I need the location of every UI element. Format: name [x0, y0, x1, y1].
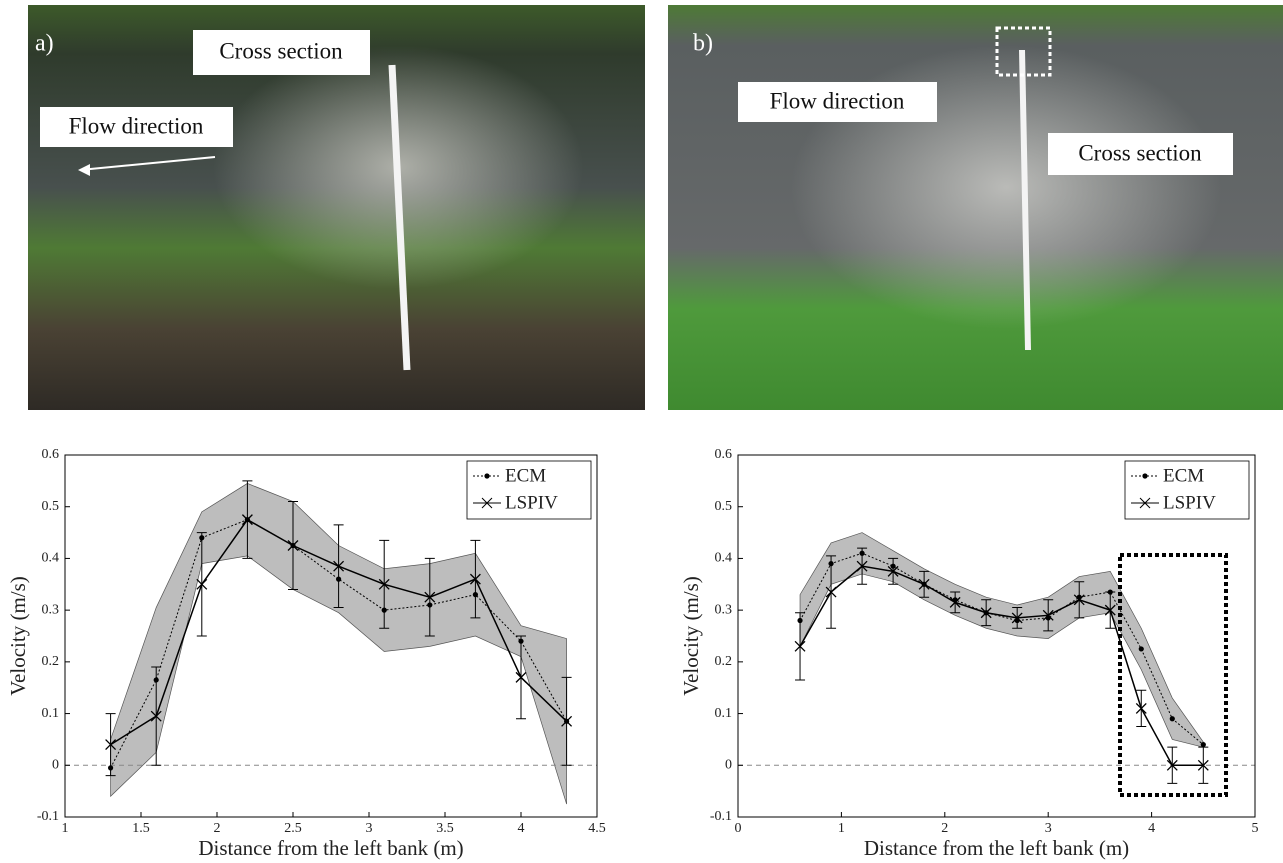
point [196, 578, 208, 590]
point [333, 560, 345, 572]
y-axis-label: Velocity (m/s) [679, 576, 703, 696]
legend-label: ECM [1163, 465, 1204, 486]
point [1200, 742, 1206, 748]
x-tick-label: 2.5 [284, 821, 302, 836]
annotation: Flow direction [770, 88, 905, 113]
x-tick-label: 4.5 [588, 821, 606, 836]
legend-box [1124, 460, 1250, 520]
legend-label: LSPIV [1163, 492, 1216, 513]
point [561, 715, 573, 727]
annotation: Cross section [219, 38, 343, 63]
point [825, 586, 837, 598]
x-tick-label: 1 [62, 821, 69, 836]
y-tick-label: 0.2 [42, 654, 60, 669]
y-tick-label: -0.1 [37, 809, 59, 824]
annotation: Cross section [1078, 140, 1202, 165]
panel-label: a) [35, 31, 54, 57]
x-tick-label: 1 [838, 821, 845, 836]
point [1073, 594, 1085, 606]
point [469, 573, 481, 585]
legend-marker [1139, 497, 1151, 509]
photo-b: b) Flow direction Cross section [668, 5, 1283, 410]
series-line [799, 565, 1204, 767]
x-axis-label: Distance from the left bank (m) [864, 836, 1129, 860]
point [1042, 609, 1054, 621]
point [980, 607, 992, 619]
x-tick-label: 5 [1252, 821, 1259, 836]
error-band [110, 483, 567, 805]
point [241, 514, 253, 526]
point [287, 540, 299, 551]
y-tick-label: 0.5 [715, 499, 733, 514]
point [150, 710, 162, 722]
point [424, 591, 436, 603]
point [1169, 716, 1175, 722]
y-tick-label: 0.6 [42, 447, 60, 462]
y-axis-label: Velocity (m/s) [6, 576, 30, 696]
highlight-box [1118, 553, 1228, 797]
y-tick-label: 0.4 [42, 551, 60, 566]
legend-label: ECM [505, 465, 546, 486]
point [105, 739, 117, 751]
x-tick-label: 4 [1148, 821, 1155, 836]
point [794, 640, 806, 652]
point [1104, 604, 1116, 616]
point [1011, 612, 1023, 624]
panel-label: b) [693, 31, 713, 57]
point [1166, 759, 1178, 771]
plot-frame [737, 454, 1256, 818]
y-tick-label: 0.2 [715, 654, 733, 669]
point [515, 671, 527, 683]
y-tick-label: 0.3 [42, 602, 60, 617]
y-tick-label: 0.5 [42, 499, 60, 514]
point [378, 578, 390, 590]
y-tick-label: 0.6 [715, 447, 733, 462]
series-line [799, 552, 1204, 745]
x-tick-label: 3 [1045, 821, 1052, 836]
photo-a: a) Cross section Flow direction [28, 5, 645, 410]
y-tick-label: 0.3 [715, 602, 733, 617]
plot-frame [64, 454, 598, 818]
x-tick-label: 0 [735, 821, 742, 836]
point [918, 578, 930, 590]
point [1197, 759, 1209, 771]
legend-marker [484, 473, 490, 479]
point [949, 596, 961, 608]
legend-label: LSPIV [505, 492, 558, 513]
annotation: Flow direction [69, 113, 204, 138]
point [1138, 646, 1144, 652]
legend-marker [481, 497, 493, 509]
x-tick-label: 1.5 [132, 821, 150, 836]
x-tick-label: 3 [366, 821, 373, 836]
y-tick-label: 0 [52, 758, 59, 773]
x-tick-label: 2 [214, 821, 221, 836]
y-tick-label: -0.1 [710, 809, 732, 824]
y-tick-label: 0.4 [715, 551, 733, 566]
legend-marker [1142, 473, 1148, 479]
y-tick-label: 0.1 [42, 706, 60, 721]
point [1135, 702, 1147, 714]
y-tick-label: 0.1 [715, 706, 733, 721]
x-tick-label: 2 [941, 821, 948, 836]
point [887, 565, 899, 577]
point [856, 560, 868, 572]
x-tick-label: 4 [518, 821, 525, 836]
legend-box [466, 460, 592, 520]
x-axis-label: Distance from the left bank (m) [198, 836, 463, 860]
y-tick-label: 0 [725, 758, 732, 773]
x-tick-label: 3.5 [436, 821, 454, 836]
